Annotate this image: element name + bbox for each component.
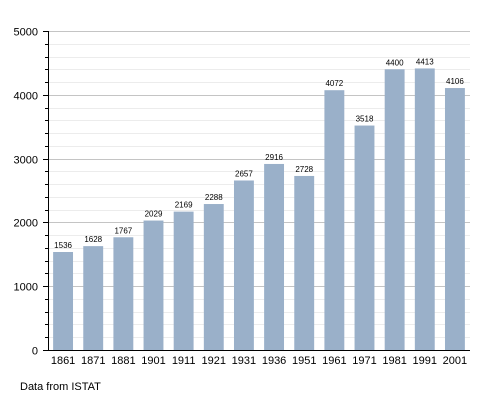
data-labels: 1536 1628 1767 2029 2169 2288 2657 2916 2728 4072… xyxy=(54,57,464,250)
x-tick-label: 1936 xyxy=(262,355,286,367)
bar-1951 xyxy=(294,175,315,350)
bars xyxy=(53,68,465,351)
data-label-1971: 3518 xyxy=(356,115,374,124)
x-tick-label: 1871 xyxy=(81,355,105,367)
bar-1881 xyxy=(113,237,134,350)
x-tick-label: 1861 xyxy=(51,355,75,367)
y-tick-label: 3000 xyxy=(14,155,38,167)
x-tick-label: 1981 xyxy=(382,355,406,367)
bar-1871 xyxy=(83,246,104,350)
data-label-1951: 2728 xyxy=(295,165,313,174)
x-tick-label: 1921 xyxy=(202,355,226,367)
bar-1991 xyxy=(414,68,435,351)
bar-1921 xyxy=(203,204,224,350)
y-tick-label: 1000 xyxy=(14,282,38,294)
x-tick-label: 1911 xyxy=(172,355,196,367)
data-label-1981: 4400 xyxy=(386,58,404,67)
y-tick-label: 4000 xyxy=(14,91,38,103)
data-label-1871: 1628 xyxy=(84,235,102,244)
x-tick-label: 2001 xyxy=(443,355,467,367)
data-label-1881: 1767 xyxy=(114,226,132,235)
gridlines xyxy=(48,31,470,338)
data-label-1931: 2657 xyxy=(235,169,253,178)
bar-1861 xyxy=(53,252,74,350)
data-label-1861: 1536 xyxy=(54,241,72,250)
bar-1931 xyxy=(233,180,254,350)
data-label-2001: 4106 xyxy=(446,77,464,86)
x-tick-label: 1961 xyxy=(322,355,346,367)
y-tick-label: 2000 xyxy=(14,218,38,230)
bar-1901 xyxy=(143,220,164,350)
data-label-1911: 2169 xyxy=(175,201,193,210)
x-tick-label: 1931 xyxy=(232,355,256,367)
bar-1911 xyxy=(173,211,194,350)
x-tick-label: 1901 xyxy=(141,355,165,367)
bar-1981 xyxy=(384,69,405,350)
bar-1936 xyxy=(264,163,285,350)
data-label-1936: 2916 xyxy=(265,153,283,162)
y-tick-label: 0 xyxy=(32,346,38,358)
axes: 0 1000 2000 3000 4000 5000 1861 1871 1881 1901 191… xyxy=(14,27,470,367)
bar-1971 xyxy=(354,125,375,350)
x-tick-label: 1971 xyxy=(352,355,376,367)
data-label-1991: 4413 xyxy=(416,57,434,66)
bar-1961 xyxy=(324,90,345,351)
x-tick-label: 1991 xyxy=(413,355,437,367)
bar-2001 xyxy=(444,88,465,350)
source-note: Data from ISTAT xyxy=(20,381,101,393)
data-label-1921: 2288 xyxy=(205,193,223,202)
y-tick-label: 5000 xyxy=(14,27,38,39)
data-label-1961: 4072 xyxy=(325,79,343,88)
x-tick-label: 1951 xyxy=(292,355,316,367)
data-label-1901: 2029 xyxy=(145,210,163,219)
x-tick-label: 1881 xyxy=(111,355,135,367)
